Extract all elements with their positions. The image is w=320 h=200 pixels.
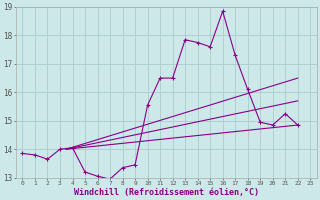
X-axis label: Windchill (Refroidissement éolien,°C): Windchill (Refroidissement éolien,°C) xyxy=(74,188,259,197)
